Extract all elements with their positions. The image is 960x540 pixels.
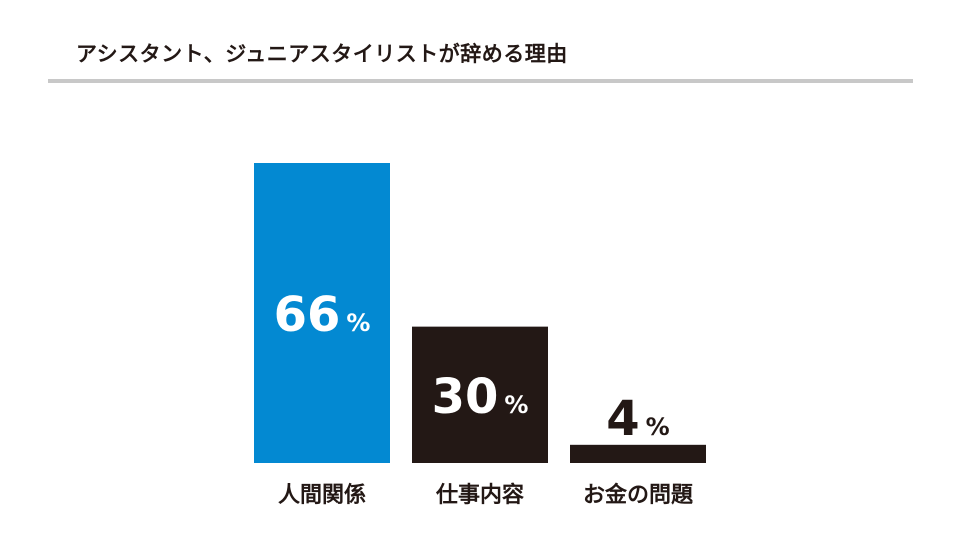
bar-2	[412, 326, 548, 463]
category-label-2: 仕事内容	[435, 482, 524, 508]
value-label-1: 66%	[274, 287, 371, 343]
category-label-3: お金の問題	[583, 482, 694, 508]
title-underline	[48, 79, 913, 83]
bar-3	[570, 444, 706, 463]
value-label-2: 30%	[432, 369, 529, 425]
bar-1	[254, 163, 390, 463]
value-label-3: 4%	[606, 391, 669, 447]
category-label-1: 人間関係	[278, 483, 366, 508]
chart-title: アシスタント、ジュニアスタイリストが辞める理由	[76, 42, 568, 66]
